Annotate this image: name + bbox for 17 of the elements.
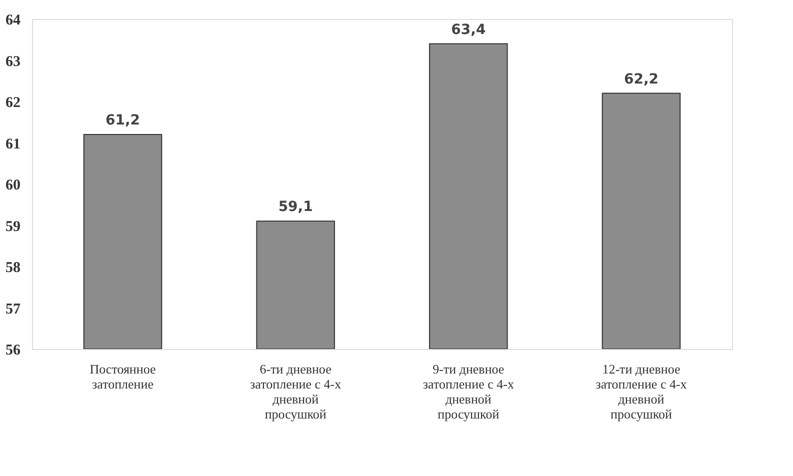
data-label: 61,2 (105, 112, 140, 128)
data-label: 62,2 (624, 71, 659, 88)
y-tick-label: 56 (6, 342, 21, 358)
x-tick-label: 9-ти дневное затопление с 4-х дневной просушкой (422, 362, 514, 422)
y-tick-label: 62 (6, 95, 20, 111)
y-tick-label: 57 (6, 301, 21, 318)
data-label: 59,1 (278, 199, 313, 216)
y-tick-label: 59 (6, 218, 20, 235)
y-tick-label: 63 (6, 54, 20, 70)
x-tick-label: Постоянное затопление (90, 362, 156, 392)
x-tick-label: 6-ти дневное затопление с 4-х дневной просушкой (250, 362, 342, 422)
data-label: 63,4 (451, 22, 486, 38)
y-tick-label: 58 (6, 260, 20, 276)
y-tick-label: 61 (6, 136, 20, 152)
x-tick-label: 12-ти дневное затопление с 4-х дневной просушкой (596, 362, 688, 422)
y-tick-label: 60 (6, 178, 20, 194)
y-tick-label: 64 (6, 12, 21, 28)
